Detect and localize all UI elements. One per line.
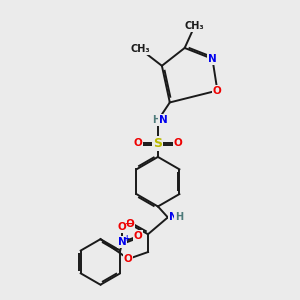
Text: N: N [118,237,127,247]
Text: O: O [124,254,133,264]
Text: O: O [134,138,142,148]
Text: S: S [153,136,162,150]
Text: H: H [152,115,160,125]
Text: H: H [175,212,183,222]
Text: O: O [213,85,222,96]
Text: O: O [126,219,135,229]
Text: N: N [159,115,168,125]
Text: N: N [208,54,217,64]
Text: O: O [173,138,182,148]
Text: CH₃: CH₃ [185,21,204,31]
Text: +: + [124,234,130,243]
Text: O: O [134,231,142,241]
Text: CH₃: CH₃ [130,44,150,54]
Text: N: N [169,212,178,222]
Text: −: − [125,219,134,229]
Text: O: O [118,222,127,232]
